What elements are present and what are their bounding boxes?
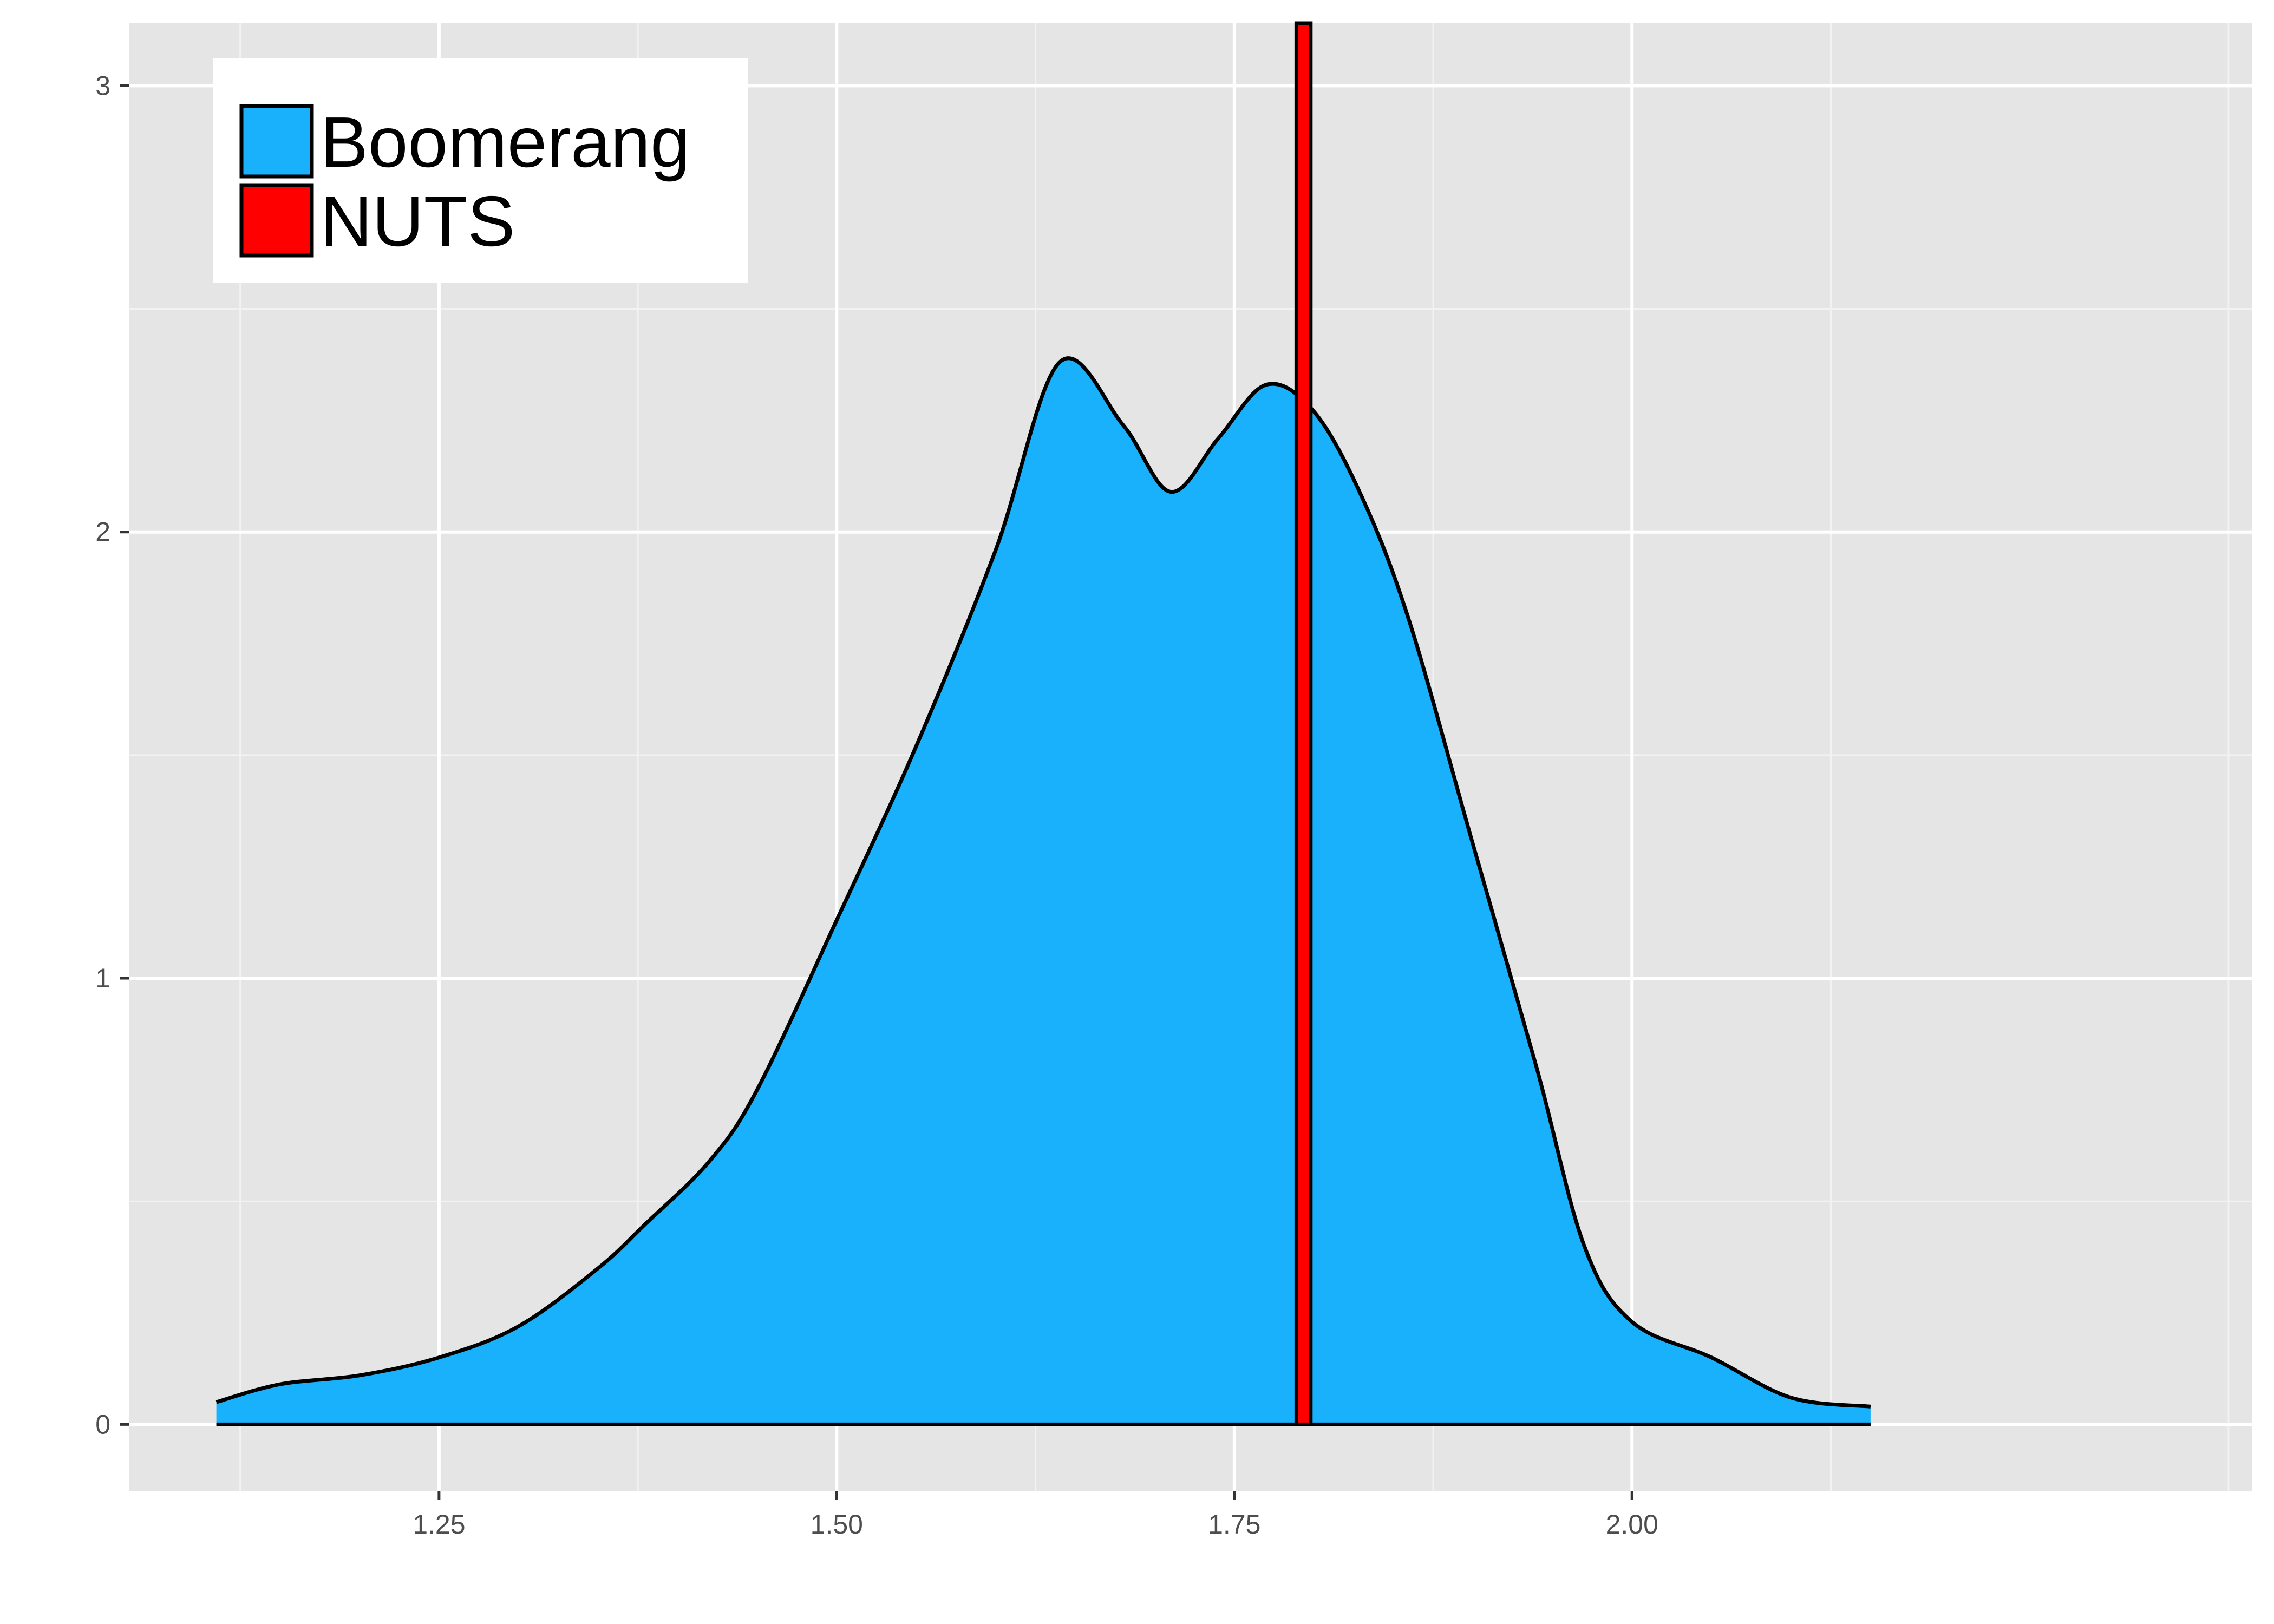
y-axis-tick-label: 0 [95, 1409, 110, 1439]
legend-label-boomerang: Boomerang [321, 102, 690, 182]
nuts-bar [1294, 21, 1313, 1426]
legend-label-nuts: NUTS [321, 181, 515, 261]
x-axis-tick-label: 1.25 [413, 1509, 465, 1540]
legend: Boomerang NUTS [213, 58, 748, 283]
legend-key-nuts [239, 183, 314, 258]
x-axis-tick-label: 2.00 [1606, 1509, 1658, 1540]
legend-key-boomerang [239, 104, 314, 179]
y-axis-tick-label: 3 [95, 70, 110, 101]
y-axis-tick-label: 2 [95, 517, 110, 547]
y-axis-tick-label: 1 [95, 963, 110, 993]
boomerang-density-area [216, 358, 1871, 1425]
axes: 1.25 1.50 1.75 2.00 0 1 2 3 [95, 70, 1658, 1540]
boomerang-density-curve [215, 356, 1871, 1409]
x-axis-tick-label: 1.75 [1208, 1509, 1260, 1540]
series-layer [215, 21, 1871, 1426]
x-axis-tick-label: 1.50 [811, 1509, 863, 1540]
